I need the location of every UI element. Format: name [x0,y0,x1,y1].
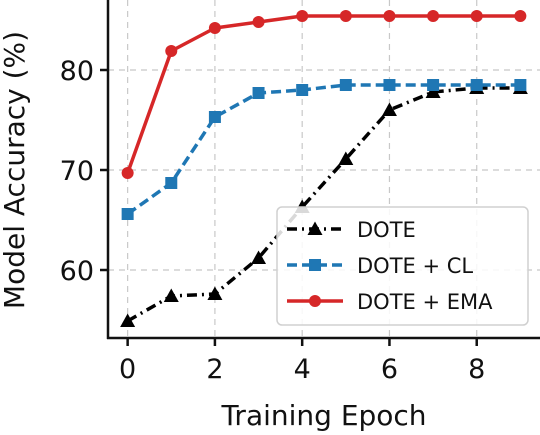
data-point [163,288,179,302]
legend-label: DOTE + CL [357,254,473,278]
x-tick-label: 4 [294,354,311,385]
data-point [208,22,221,34]
data-point [514,10,527,22]
legend-marker [309,259,321,271]
y-tick-label: 80 [60,56,94,87]
data-point [296,84,309,96]
data-point [470,79,483,91]
series-3 [121,10,527,179]
y-axis-title: Model Accuracy (%) [0,31,31,309]
data-point [383,10,396,22]
data-point [338,151,354,165]
axes: 0 2 4 6 8 60 70 80 [60,0,540,385]
data-point [339,79,352,91]
x-axis-title: Training Epoch [220,399,426,432]
x-tick-label: 2 [206,354,223,385]
data-point [165,177,178,189]
series-1-line [126,86,521,323]
data-point [470,10,483,22]
x-tick-label: 0 [119,354,136,385]
legend-marker [309,295,321,307]
data-point [381,102,397,116]
series-2-line [126,83,521,216]
data-point [383,79,396,91]
x-tick-label: 6 [381,354,398,385]
data-point [425,84,441,98]
y-tick-label: 60 [60,256,94,287]
data-point [121,167,134,179]
data-point [339,10,352,22]
data-point [121,208,134,220]
data-point [208,111,221,123]
series-layer [120,10,528,327]
data-point [252,87,265,99]
legend-box [276,206,529,326]
data-point [251,250,267,264]
data-point [252,16,265,28]
data-point [427,10,440,22]
data-point [296,10,309,22]
data-point [427,79,440,91]
series-2 [121,79,527,220]
data-point [207,286,223,300]
legend-label: DOTE [357,218,416,242]
data-point [514,79,527,91]
legend-marker [307,221,323,235]
series-3-line [125,14,521,174]
x-tick-label: 8 [468,354,485,385]
data-point [165,45,178,57]
legend: DOTE DOTE + CL DOTE + EMA [276,206,529,326]
y-tick-label: 70 [60,156,94,187]
legend-label: DOTE + EMA [357,290,493,314]
data-point [120,313,136,327]
